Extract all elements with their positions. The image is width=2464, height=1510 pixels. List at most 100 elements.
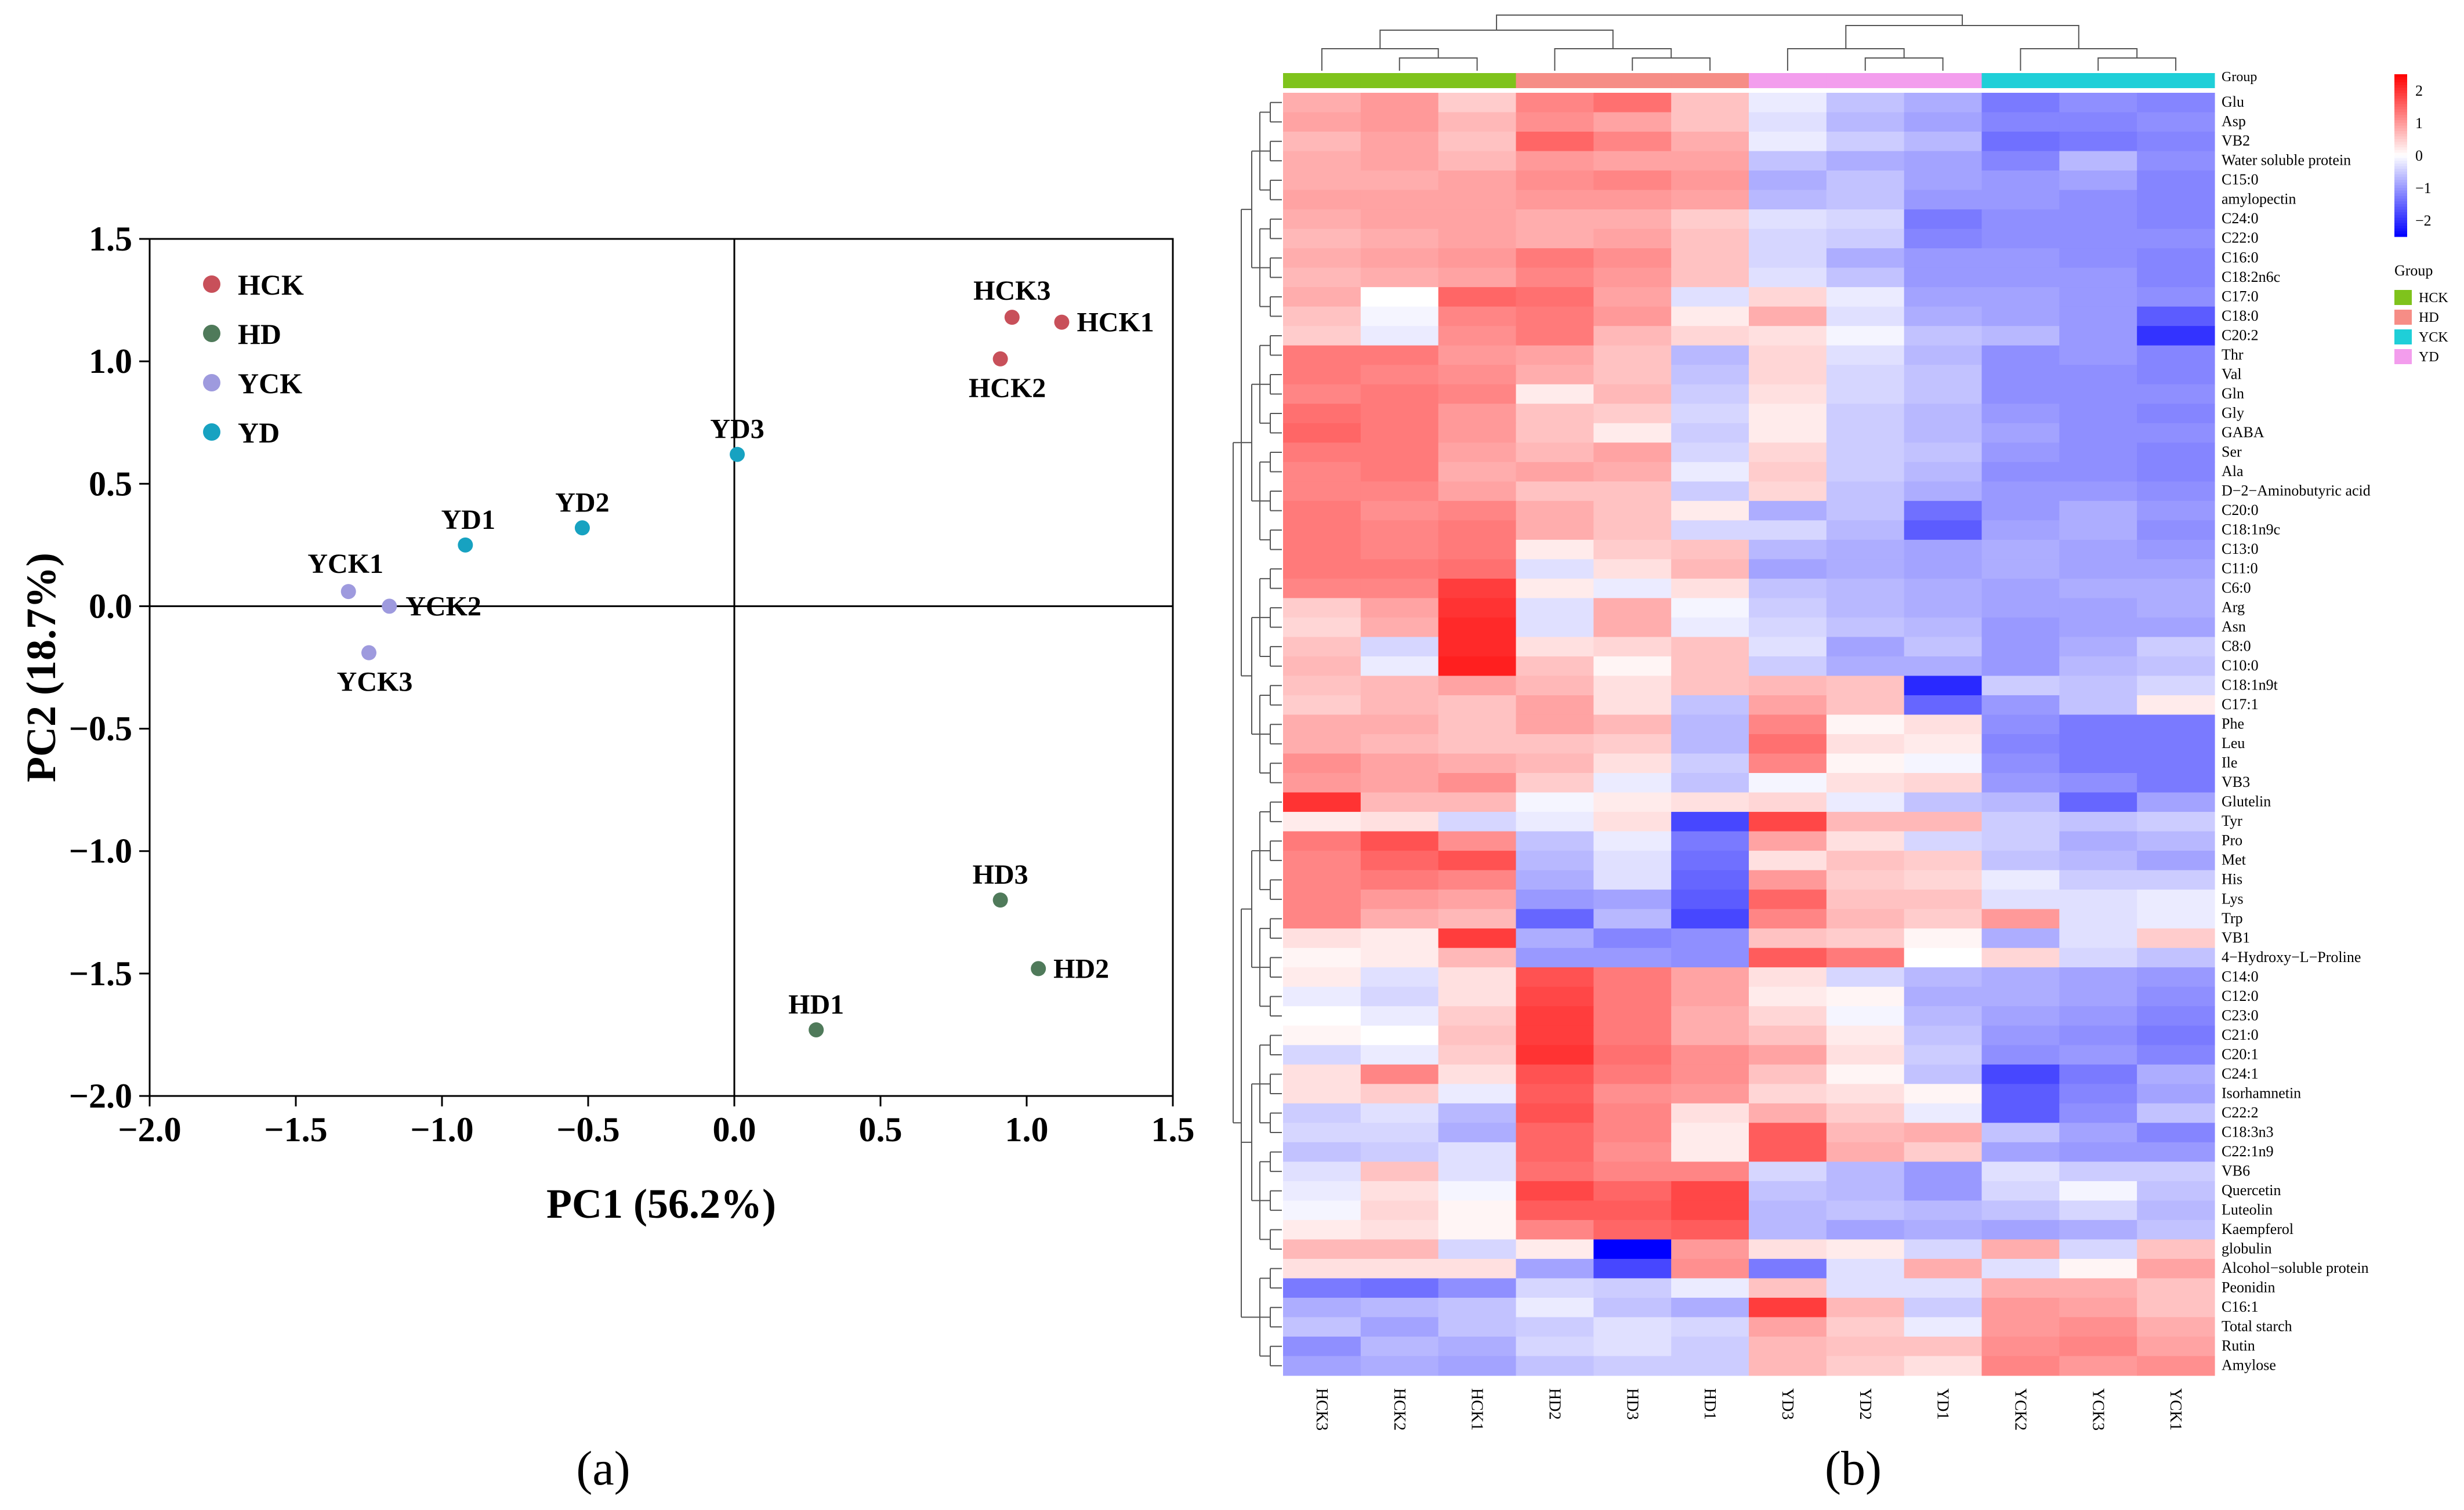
heatmap-cell bbox=[1283, 1258, 1361, 1279]
heatmap-cell bbox=[1438, 442, 1517, 463]
heatmap-cell bbox=[1826, 656, 1905, 677]
heatmap-cell bbox=[1593, 948, 1672, 968]
heatmap-cell bbox=[1981, 404, 2060, 424]
heatmap-cell bbox=[2059, 1219, 2137, 1240]
heatmap-cell bbox=[1283, 1278, 1361, 1298]
heatmap-cell bbox=[1360, 228, 1439, 249]
heatmap-cell bbox=[1749, 1297, 1827, 1318]
heatmap-cell bbox=[1283, 404, 1361, 424]
heatmap-cell bbox=[1671, 1103, 1749, 1123]
heatmap-cell bbox=[1360, 384, 1439, 404]
heatmap-cell bbox=[1438, 1356, 1517, 1376]
heatmap-cell bbox=[2137, 442, 2215, 463]
heatmap-cell bbox=[1438, 112, 1517, 132]
heatmap-cell bbox=[1981, 1219, 2060, 1240]
heatmap-cell bbox=[1593, 404, 1672, 424]
heatmap-cell bbox=[1671, 228, 1749, 249]
heatmap-cell bbox=[1904, 967, 1983, 988]
heatmap-cell bbox=[1981, 928, 2060, 949]
point-label-hd1: HD1 bbox=[788, 989, 844, 1020]
heatmap-cell bbox=[2059, 734, 2137, 754]
x-tick-label: −1.5 bbox=[264, 1110, 327, 1149]
heatmap-cell bbox=[1516, 404, 1594, 424]
heatmap-cell bbox=[1904, 1239, 1983, 1259]
heatmap-cell bbox=[2059, 1181, 2137, 1201]
point-label-yck1: YCK1 bbox=[307, 549, 383, 579]
heatmap-cell bbox=[1904, 617, 1983, 638]
heatmap-cell bbox=[1360, 578, 1439, 598]
heatmap-cell bbox=[1283, 1356, 1361, 1376]
heatmap-cell bbox=[2137, 559, 2215, 579]
heatmap-cell bbox=[2137, 1356, 2215, 1376]
heatmap-cell bbox=[1749, 248, 1827, 268]
heatmap-cell bbox=[2137, 462, 2215, 482]
heatmap-cell bbox=[1360, 637, 1439, 657]
heatmap-cell bbox=[1283, 637, 1361, 657]
column-label: HCK3 bbox=[1313, 1388, 1331, 1431]
heatmap-cell bbox=[1360, 1045, 1439, 1065]
heatmap-cell bbox=[1826, 870, 1905, 890]
heatmap-cell bbox=[2059, 1317, 2137, 1337]
heatmap-cell bbox=[1671, 1219, 1749, 1240]
heatmap-cell bbox=[1749, 1278, 1827, 1298]
heatmap-cell bbox=[2137, 384, 2215, 404]
heatmap-cell bbox=[1283, 1161, 1361, 1182]
heatmap-cell bbox=[2137, 1219, 2215, 1240]
y-tick-label: 1.5 bbox=[89, 220, 132, 258]
heatmap-cell bbox=[1749, 462, 1827, 482]
y-tick-label: 0.5 bbox=[89, 464, 132, 503]
heatmap-cell bbox=[1826, 248, 1905, 268]
heatmap-cell bbox=[1981, 1336, 2060, 1357]
heatmap-cell bbox=[1749, 1219, 1827, 1240]
heatmap-cell bbox=[1516, 500, 1594, 521]
point-yd2 bbox=[574, 520, 590, 536]
heatmap-cell bbox=[1516, 1336, 1594, 1357]
heatmap-cell bbox=[1360, 1181, 1439, 1201]
heatmap-cell bbox=[1981, 909, 2060, 929]
heatmap-cell bbox=[1981, 267, 2060, 288]
heatmap-cell bbox=[2137, 326, 2215, 346]
y-axis-title: PC2 (18.7%) bbox=[18, 553, 64, 782]
group-bar-cell bbox=[2137, 73, 2215, 88]
heatmap-cell bbox=[2137, 112, 2215, 132]
heatmap-cell bbox=[1593, 228, 1672, 249]
heatmap-cell bbox=[2059, 1006, 2137, 1026]
heatmap-cell bbox=[2137, 967, 2215, 988]
heatmap-cell bbox=[1593, 792, 1672, 812]
heatmap-cell bbox=[1826, 909, 1905, 929]
row-label: Val bbox=[2222, 365, 2242, 382]
heatmap-cell bbox=[1749, 676, 1827, 696]
heatmap-cell bbox=[1981, 676, 2060, 696]
heatmap-cell bbox=[1904, 170, 1983, 191]
colorbar-segment bbox=[2394, 161, 2407, 164]
pca-scatter-chart: −2.0 −1.5 −1.0 −0.5 0.0 0.5 1.0 1.5 −2.0 −1.5 −1.0… bbox=[18, 220, 1195, 1227]
heatmap-cell bbox=[1360, 423, 1439, 443]
heatmap-cell bbox=[1283, 442, 1361, 463]
colorbar-segment bbox=[2394, 85, 2407, 88]
heatmap-cell bbox=[2137, 1317, 2215, 1337]
heatmap-cell bbox=[2137, 248, 2215, 268]
heatmap-cell bbox=[1360, 190, 1439, 210]
heatmap-cell bbox=[1749, 1084, 1827, 1104]
heatmap-cell bbox=[1749, 714, 1827, 735]
heatmap-cell bbox=[1593, 1336, 1672, 1357]
heatmap-cell bbox=[1360, 1317, 1439, 1337]
heatmap-cell bbox=[1516, 345, 1594, 365]
heatmap-cell bbox=[1826, 695, 1905, 716]
row-label: Glutelin bbox=[2222, 793, 2271, 810]
colorbar-segment bbox=[2394, 158, 2407, 161]
row-label: C6:0 bbox=[2222, 579, 2251, 596]
colorbar-segment bbox=[2394, 166, 2407, 169]
heatmap-cell bbox=[1826, 598, 1905, 618]
heatmap-cell bbox=[1438, 384, 1517, 404]
heatmap-cell bbox=[1360, 1064, 1439, 1084]
heatmap-cell bbox=[1826, 1336, 1905, 1357]
heatmap-cell bbox=[1749, 423, 1827, 443]
heatmap-cell bbox=[1283, 248, 1361, 268]
column-label: YCK2 bbox=[2011, 1388, 2029, 1431]
heatmap-cell bbox=[1981, 228, 2060, 249]
heatmap-cell bbox=[1671, 617, 1749, 638]
point-label-yd2: YD2 bbox=[555, 487, 609, 518]
heatmap-cell bbox=[1593, 870, 1672, 890]
heatmap-cell bbox=[2137, 676, 2215, 696]
